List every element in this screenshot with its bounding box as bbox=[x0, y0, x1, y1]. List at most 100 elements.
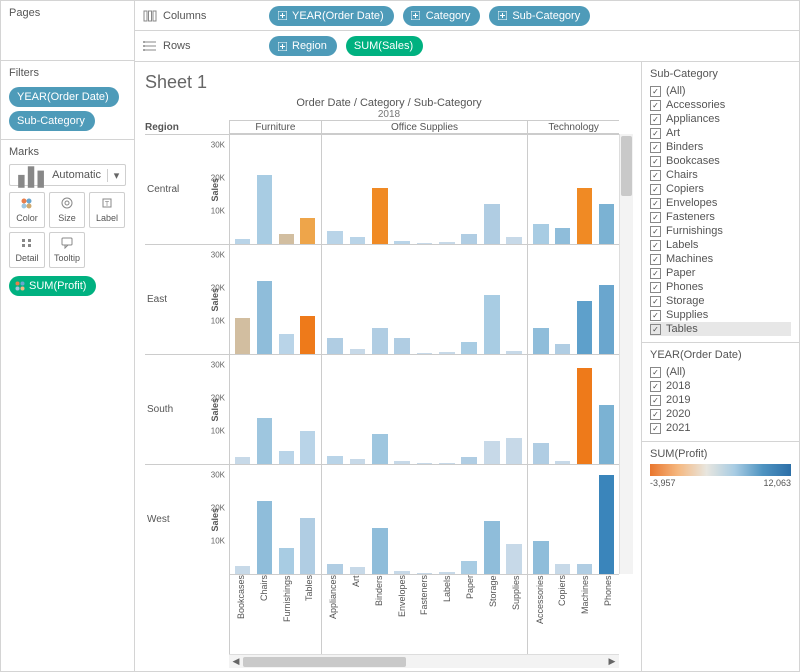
bar[interactable] bbox=[461, 234, 477, 244]
bar[interactable] bbox=[257, 281, 272, 354]
filter-item-bookcases[interactable]: ✓Bookcases bbox=[650, 154, 791, 168]
tooltip-button[interactable]: Tooltip bbox=[49, 232, 85, 268]
scroll-right-icon[interactable]: ▶ bbox=[605, 656, 619, 667]
bar[interactable] bbox=[533, 541, 548, 574]
bar[interactable] bbox=[300, 431, 315, 464]
bar[interactable] bbox=[257, 501, 272, 574]
pill-sub-category[interactable]: Sub-Category bbox=[9, 111, 95, 131]
scroll-left-icon[interactable]: ◀ bbox=[229, 656, 243, 667]
filter-item-binders[interactable]: ✓Binders bbox=[650, 140, 791, 154]
bar[interactable] bbox=[555, 564, 570, 574]
pill-sum-sales-[interactable]: SUM(Sales) bbox=[346, 36, 423, 56]
bar[interactable] bbox=[327, 231, 343, 244]
bar[interactable] bbox=[599, 204, 614, 244]
bar[interactable] bbox=[279, 334, 294, 354]
filter-item-labels[interactable]: ✓Labels bbox=[650, 238, 791, 252]
filter-item-phones[interactable]: ✓Phones bbox=[650, 280, 791, 294]
bar[interactable] bbox=[506, 237, 522, 244]
bar[interactable] bbox=[599, 405, 614, 464]
bar[interactable] bbox=[533, 328, 548, 354]
filter-item-appliances[interactable]: ✓Appliances bbox=[650, 112, 791, 126]
bar[interactable] bbox=[599, 285, 614, 354]
filter-item-furnishings[interactable]: ✓Furnishings bbox=[650, 224, 791, 238]
bar[interactable] bbox=[506, 438, 522, 464]
bar[interactable] bbox=[417, 573, 433, 574]
bar[interactable] bbox=[484, 295, 500, 354]
columns-shelf[interactable]: Columns YEAR(Order Date)CategorySub-Cate… bbox=[135, 1, 799, 31]
bar[interactable] bbox=[394, 571, 410, 574]
bar[interactable] bbox=[577, 368, 592, 464]
bar[interactable] bbox=[372, 328, 388, 354]
bar[interactable] bbox=[577, 301, 592, 354]
mark-pill-profit[interactable]: SUM(Profit) bbox=[9, 276, 96, 296]
bar[interactable] bbox=[394, 338, 410, 355]
bar[interactable] bbox=[461, 561, 477, 574]
filter-item-accessories[interactable]: ✓Accessories bbox=[650, 98, 791, 112]
checkbox-icon: ✓ bbox=[650, 128, 661, 139]
bar[interactable] bbox=[506, 544, 522, 574]
filter-item-art[interactable]: ✓Art bbox=[650, 126, 791, 140]
filter-item-paper[interactable]: ✓Paper bbox=[650, 266, 791, 280]
filter-item-fasteners[interactable]: ✓Fasteners bbox=[650, 210, 791, 224]
filter-item-2019[interactable]: ✓2019 bbox=[650, 393, 791, 407]
pill-region[interactable]: Region bbox=[269, 36, 337, 56]
bar[interactable] bbox=[484, 441, 500, 464]
bar[interactable] bbox=[350, 567, 366, 574]
bar[interactable] bbox=[327, 456, 343, 464]
pill-year-order-date-[interactable]: YEAR(Order Date) bbox=[9, 87, 119, 107]
bar[interactable] bbox=[484, 204, 500, 244]
bar[interactable] bbox=[555, 344, 570, 354]
bar[interactable] bbox=[599, 475, 614, 574]
filter-item-2020[interactable]: ✓2020 bbox=[650, 407, 791, 421]
bar[interactable] bbox=[300, 316, 315, 354]
bar[interactable] bbox=[279, 548, 294, 574]
filter-item-2018[interactable]: ✓2018 bbox=[650, 379, 791, 393]
bar[interactable] bbox=[327, 338, 343, 355]
bar[interactable] bbox=[327, 564, 343, 574]
detail-button[interactable]: Detail bbox=[9, 232, 45, 268]
bar[interactable] bbox=[533, 224, 548, 244]
filter-item-envelopes[interactable]: ✓Envelopes bbox=[650, 196, 791, 210]
bar[interactable] bbox=[257, 418, 272, 464]
bar[interactable] bbox=[350, 237, 366, 244]
bar[interactable] bbox=[372, 528, 388, 574]
bar[interactable] bbox=[257, 175, 272, 244]
filter-item-supplies[interactable]: ✓Supplies bbox=[650, 308, 791, 322]
bar[interactable] bbox=[555, 228, 570, 245]
pill-sub-category[interactable]: Sub-Category bbox=[489, 6, 590, 26]
filter-item--all-[interactable]: ✓(All) bbox=[650, 365, 791, 379]
filter-item-tables[interactable]: ✓Tables bbox=[650, 322, 791, 336]
filter-item-copiers[interactable]: ✓Copiers bbox=[650, 182, 791, 196]
bar[interactable] bbox=[577, 188, 592, 244]
bar[interactable] bbox=[372, 434, 388, 464]
label-button[interactable]: TLabel bbox=[89, 192, 125, 228]
filter-item-chairs[interactable]: ✓Chairs bbox=[650, 168, 791, 182]
bar[interactable] bbox=[300, 518, 315, 574]
bar[interactable] bbox=[461, 342, 477, 354]
filter-item-2021[interactable]: ✓2021 bbox=[650, 421, 791, 435]
bar[interactable] bbox=[279, 451, 294, 464]
filter-item-storage[interactable]: ✓Storage bbox=[650, 294, 791, 308]
bar[interactable] bbox=[439, 572, 455, 574]
bar[interactable] bbox=[461, 457, 477, 464]
bar[interactable] bbox=[235, 457, 250, 464]
horizontal-scrollbar[interactable]: ◀▶ bbox=[229, 654, 619, 668]
pill-year-order-date-[interactable]: YEAR(Order Date) bbox=[269, 6, 394, 26]
bar[interactable] bbox=[300, 218, 315, 244]
marks-type-dropdown[interactable]: Automatic ▾ bbox=[9, 164, 126, 186]
size-button[interactable]: Size bbox=[49, 192, 85, 228]
pill-category[interactable]: Category bbox=[403, 6, 481, 26]
vertical-scrollbar[interactable] bbox=[619, 134, 633, 574]
bar[interactable] bbox=[533, 443, 548, 464]
bar[interactable] bbox=[372, 188, 388, 244]
y-axis: Sales30K20K10K bbox=[201, 354, 229, 464]
bar[interactable] bbox=[484, 521, 500, 574]
rows-shelf[interactable]: Rows RegionSUM(Sales) bbox=[135, 31, 799, 61]
bar[interactable] bbox=[279, 234, 294, 244]
bar[interactable] bbox=[577, 564, 592, 574]
filter-item--all-[interactable]: ✓(All) bbox=[650, 84, 791, 98]
color-button[interactable]: Color bbox=[9, 192, 45, 228]
bar[interactable] bbox=[235, 318, 250, 354]
filter-item-machines[interactable]: ✓Machines bbox=[650, 252, 791, 266]
bar[interactable] bbox=[235, 566, 250, 574]
